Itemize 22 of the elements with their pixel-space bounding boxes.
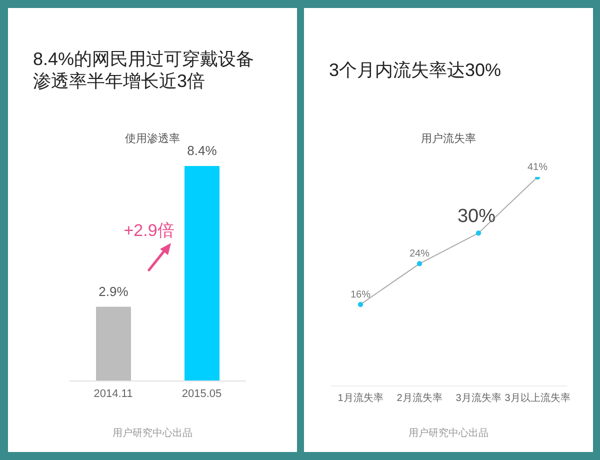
data-label: 2.9% xyxy=(98,284,129,299)
annotation: +2.9倍 xyxy=(124,221,174,240)
data-label: 24% xyxy=(409,248,430,260)
data-label: 8.4% xyxy=(187,143,218,158)
text: 用户研究中心出品 xyxy=(112,428,192,439)
x-tick-label: 2015.05 xyxy=(182,388,222,400)
chart-subtitle: 使用渗透率 xyxy=(125,133,180,145)
point xyxy=(358,302,364,308)
x-tick-label: 2月流失率 xyxy=(396,392,442,404)
chart-subtitle: 用户流失率 xyxy=(421,133,476,145)
x-tick-label: 3月以上流失率 xyxy=(504,392,570,404)
x-tick-label: 2014.11 xyxy=(94,388,133,400)
chart-title: 8.4%的网民用过可穿戴设备渗透率半年增长近3倍 xyxy=(33,49,254,91)
point xyxy=(416,261,422,266)
data-label: 41% xyxy=(527,162,548,173)
annotation: 30% xyxy=(457,206,496,228)
data-label: 16% xyxy=(350,289,371,300)
text: 用户研究中心出品 xyxy=(408,428,488,439)
point xyxy=(476,230,482,236)
x-tick-label: 3月流失率 xyxy=(456,392,502,404)
chart-title: 3个月内流失率达30% xyxy=(329,60,502,80)
x-tick-label: 1月流失率 xyxy=(338,392,384,404)
